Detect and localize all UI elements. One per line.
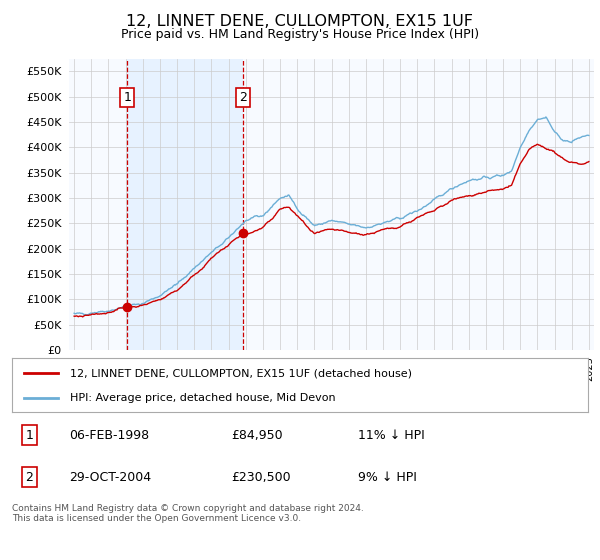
Text: 11% ↓ HPI: 11% ↓ HPI [358,429,424,442]
Text: 1: 1 [124,91,131,104]
Text: £230,500: £230,500 [231,471,290,484]
Text: 2: 2 [25,471,33,484]
Text: Contains HM Land Registry data © Crown copyright and database right 2024.
This d: Contains HM Land Registry data © Crown c… [12,504,364,524]
Text: 06-FEB-1998: 06-FEB-1998 [70,429,150,442]
Text: 29-OCT-2004: 29-OCT-2004 [70,471,152,484]
Bar [127,59,243,350]
Text: 9% ↓ HPI: 9% ↓ HPI [358,471,416,484]
Text: HPI: Average price, detached house, Mid Devon: HPI: Average price, detached house, Mid … [70,393,335,403]
Text: Price paid vs. HM Land Registry's House Price Index (HPI): Price paid vs. HM Land Registry's House … [121,28,479,41]
Text: £84,950: £84,950 [231,429,283,442]
Text: 1: 1 [25,429,33,442]
Text: 12, LINNET DENE, CULLOMPTON, EX15 1UF (detached house): 12, LINNET DENE, CULLOMPTON, EX15 1UF (d… [70,368,412,379]
Text: 2: 2 [239,91,247,104]
Text: 12, LINNET DENE, CULLOMPTON, EX15 1UF: 12, LINNET DENE, CULLOMPTON, EX15 1UF [127,14,473,29]
